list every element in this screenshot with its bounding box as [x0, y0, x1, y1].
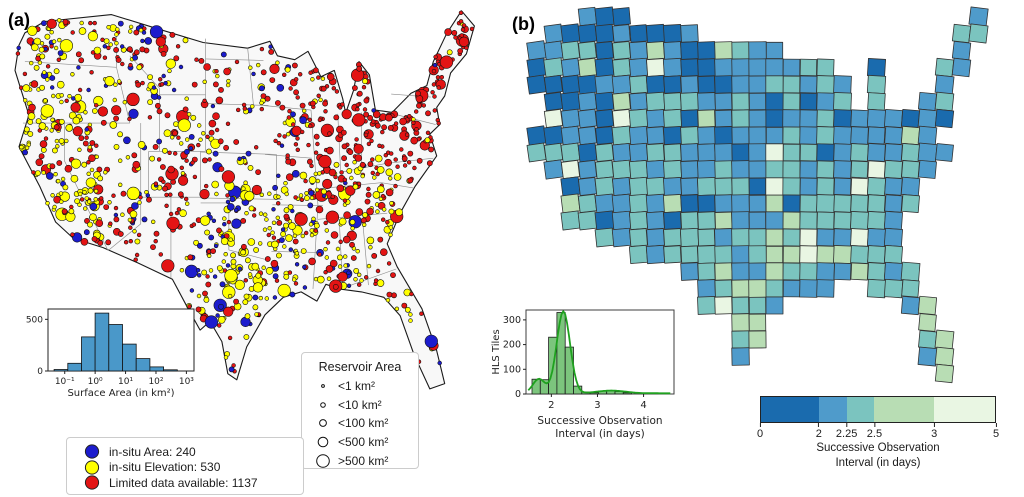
- size-legend-item: <10 km²: [308, 396, 412, 415]
- svg-text:100: 100: [503, 364, 521, 375]
- size-circle-icon: [308, 378, 338, 394]
- colorbar-ticks: 0 2 2.25 2.5 3 5: [757, 423, 999, 440]
- colorbar-segment: [874, 397, 934, 422]
- svg-text:0: 0: [515, 389, 521, 400]
- svg-text:0: 0: [37, 367, 43, 377]
- colorbar-segment: [846, 397, 875, 422]
- observation-interval-colorbar: 0 2 2.25 2.5 3 5 Successive Observation Inter…: [757, 396, 999, 471]
- svg-text:10⁻¹: 10⁻¹: [55, 377, 75, 387]
- colorbar-tick: 5: [993, 423, 999, 440]
- size-legend-item: <1 km²: [308, 377, 412, 396]
- reservoir-area-size-legend: Reservoir Area <1 km² <10 km² <100 km² <500…: [301, 352, 419, 469]
- surface-area-histogram-inset: 0 500 10⁻¹ 10⁰ 10¹ 10² 10³ Surface Area (in km²…: [26, 308, 195, 397]
- svg-text:300: 300: [503, 315, 521, 326]
- color-legend-item: in-situ Elevation: 530: [75, 460, 295, 476]
- colorbar-segment: [819, 397, 847, 422]
- svg-text:Surface Area (in km²): Surface Area (in km²): [67, 388, 174, 397]
- svg-text:10¹: 10¹: [118, 377, 133, 387]
- svg-text:200: 200: [503, 340, 521, 351]
- colorbar-tick: 2: [816, 423, 822, 440]
- svg-text:2: 2: [548, 400, 554, 411]
- size-circle-icon: [308, 453, 338, 469]
- svg-text:10²: 10²: [148, 377, 163, 387]
- size-circle-icon: [308, 434, 338, 450]
- svg-text:10³: 10³: [179, 377, 194, 387]
- observation-interval-histogram-inset: 0 100 200 300 2 3 4 HLS Tiles Successive Observa…: [491, 309, 675, 440]
- svg-text:Successive Observation: Successive Observation: [537, 415, 662, 427]
- color-circle-icon: [75, 475, 109, 491]
- colorbar-tick: 2.5: [867, 423, 882, 440]
- color-legend-item: in-situ Area: 240: [75, 444, 295, 460]
- kde-curve: [527, 310, 671, 395]
- hls-tiles: [526, 6, 989, 384]
- svg-text:10⁰: 10⁰: [88, 377, 103, 387]
- svg-text:3: 3: [594, 400, 600, 411]
- colorbar-tick: 0: [757, 423, 763, 440]
- size-legend-item: <500 km²: [308, 433, 412, 452]
- hls-tile-map: [526, 6, 989, 384]
- size-circle-icon: [308, 415, 338, 431]
- panel-a-label: (a): [8, 10, 30, 30]
- insitu-color-legend: in-situ Area: 240 in-situ Elevation: 530 L…: [66, 437, 304, 495]
- svg-text:500: 500: [26, 315, 43, 325]
- svg-text:Interval (in days): Interval (in days): [555, 428, 644, 440]
- svg-text:HLS Tiles: HLS Tiles: [491, 329, 502, 374]
- colorbar-segment: [933, 397, 995, 422]
- size-legend-item: >500 km²: [308, 451, 412, 470]
- size-circle-icon: [308, 397, 338, 413]
- colorbar-gradient: [760, 396, 996, 423]
- colorbar-tick: 3: [931, 423, 937, 440]
- size-legend-title: Reservoir Area: [318, 360, 402, 374]
- reservoir-dots: [15, 10, 475, 374]
- colorbar-tick: 2.25: [836, 423, 857, 440]
- color-circle-icon: [75, 460, 109, 475]
- reservoir-map: [14, 10, 475, 390]
- svg-text:4: 4: [640, 400, 646, 411]
- colorbar-label: Successive Observation Interval (in days…: [816, 442, 940, 469]
- color-circle-icon: [75, 444, 109, 459]
- panel-b-label: (b): [512, 14, 535, 34]
- size-legend-item: <100 km²: [308, 414, 412, 433]
- color-legend-item: Limited data available: 1137: [75, 475, 295, 491]
- colorbar-segment: [761, 397, 820, 422]
